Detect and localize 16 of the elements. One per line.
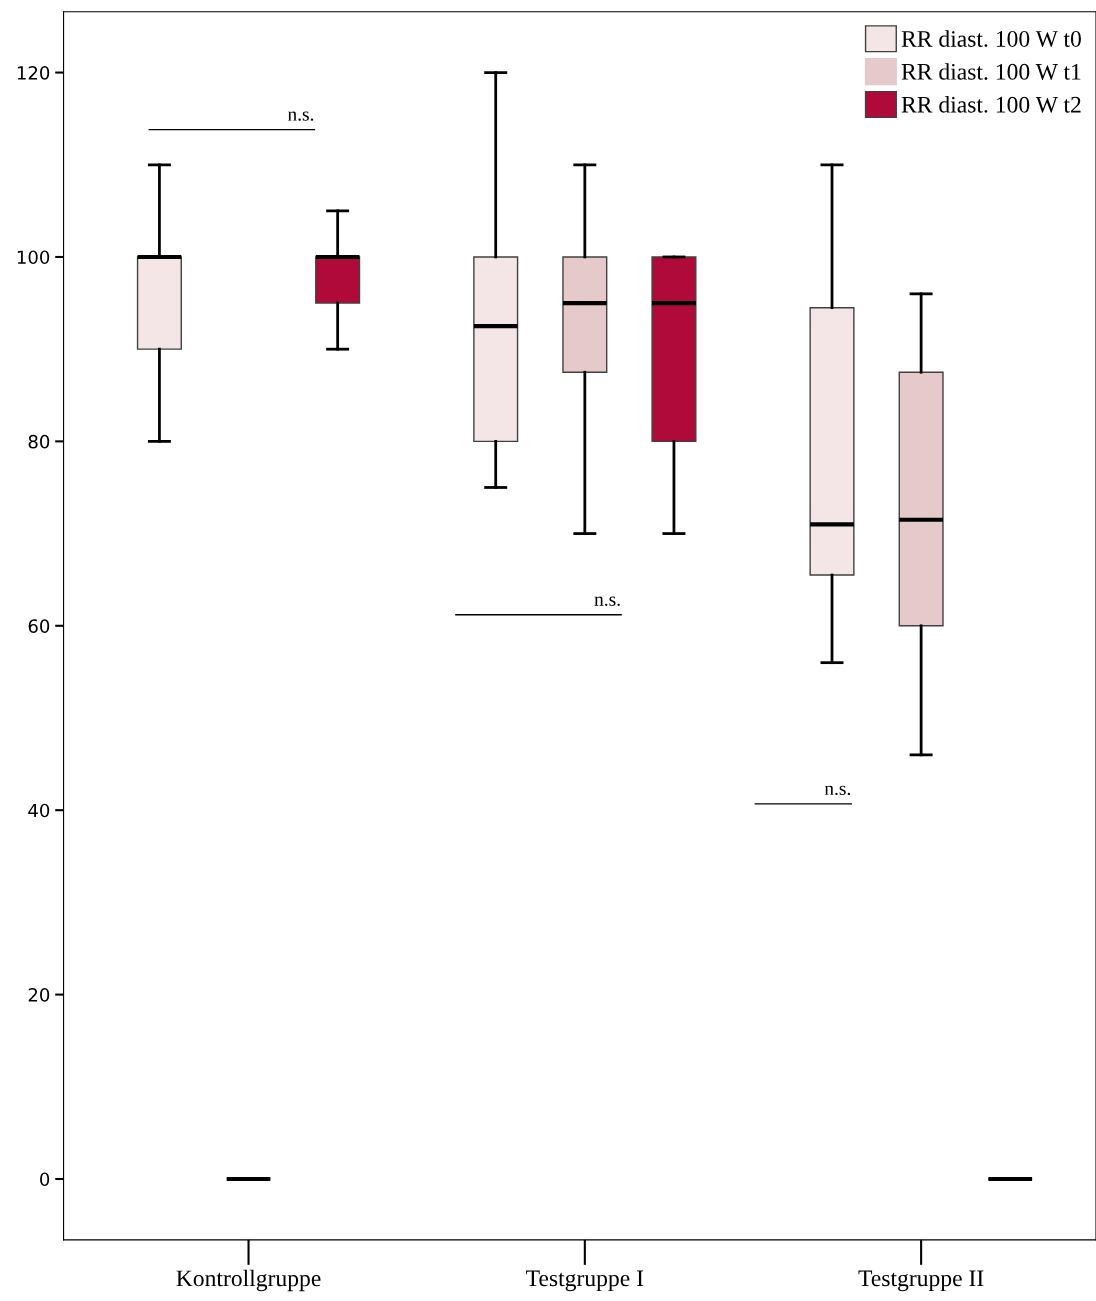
y-tick-label: 20 (28, 988, 50, 1002)
y-tick-label: 40 (28, 803, 50, 818)
x-tick-label: Kontrollgruppe (176, 1269, 321, 1292)
legend-label: RR diast. 100 W t2 (901, 96, 1081, 113)
annotation: n.s. (824, 785, 851, 796)
annotation: n.s. (287, 111, 314, 121)
y-tick-label: 100 (17, 250, 50, 265)
x-tick-label: Testgruppe II (858, 1270, 984, 1292)
annotation: n.s. (594, 596, 620, 606)
y-tick-label: 0 (40, 1172, 50, 1187)
x-tick-label: Testgruppe I (526, 1270, 644, 1292)
y-tick-label: 80 (28, 434, 50, 449)
y-tick-label: 120 (17, 66, 50, 80)
legend-label: RR diast. 100 W t0 (901, 30, 1081, 48)
y-tick-label: 60 (28, 619, 50, 633)
legend-label: RR diast. 100 W t1 (901, 63, 1081, 80)
